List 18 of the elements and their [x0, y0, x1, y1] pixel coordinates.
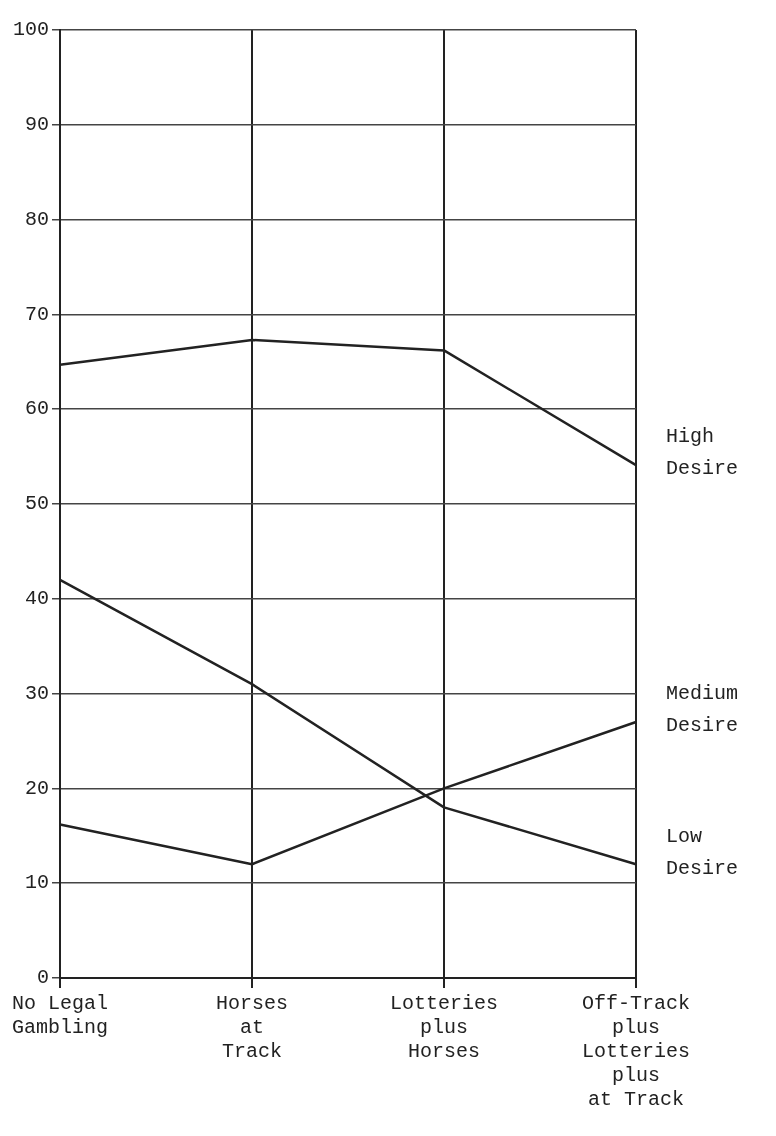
x-tick-label: Horses at Track	[216, 992, 289, 1064]
y-tick-label: 90	[24, 113, 50, 137]
y-tick-label: 70	[24, 302, 50, 326]
series-label: High Desire	[666, 425, 739, 481]
series-label: Medium Desire	[666, 682, 739, 738]
x-tick-label: Lotteries plus Horses	[389, 992, 499, 1064]
x-tick-label: Off-Track plus Lotteries plus at Track	[581, 992, 691, 1112]
y-tick-label: 100	[12, 18, 50, 42]
x-tick-label: No Legal Gambling	[12, 992, 109, 1040]
y-tick-label: 0	[36, 966, 50, 990]
y-tick-label: 50	[24, 492, 50, 516]
y-tick-label: 80	[24, 207, 50, 231]
series-label: Low Desire	[666, 824, 739, 880]
y-tick-label: 10	[24, 871, 50, 895]
y-tick-label: 30	[24, 681, 50, 705]
y-tick-label: 40	[24, 587, 50, 611]
y-tick-label: 60	[24, 397, 50, 421]
y-tick-label: 20	[24, 776, 50, 800]
